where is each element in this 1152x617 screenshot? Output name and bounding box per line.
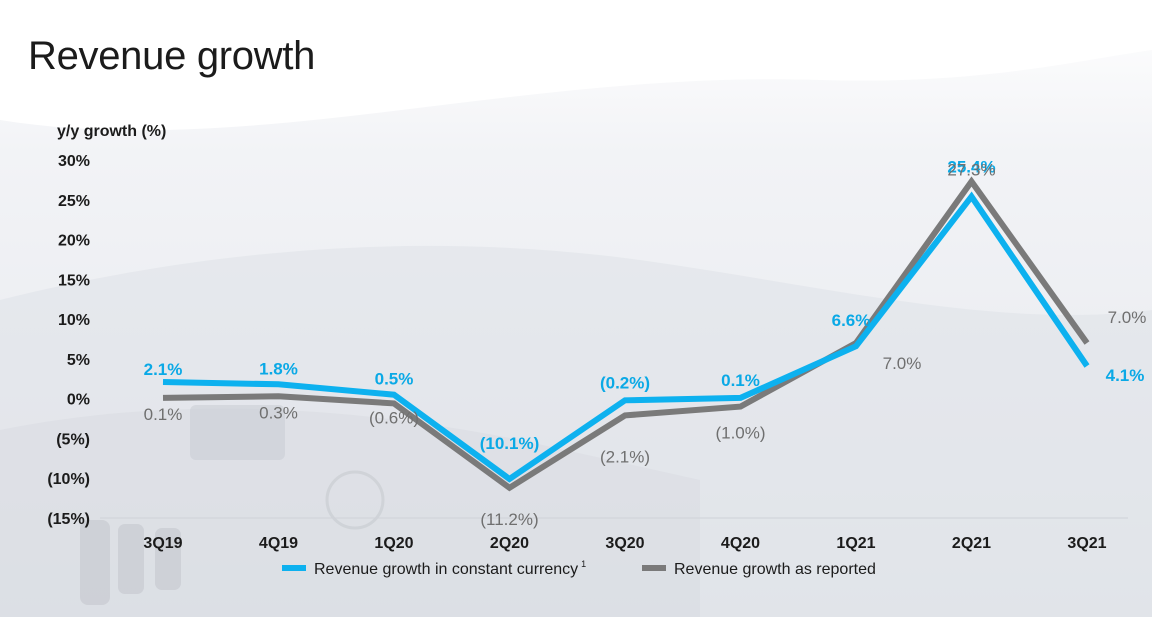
y-tick-label: 30%: [58, 153, 90, 170]
data-label-constant-currency: 2.1%: [144, 360, 183, 379]
y-tick-label: (10%): [47, 471, 90, 488]
data-label-as-reported: (11.2%): [480, 510, 538, 529]
x-tick-label: 2Q20: [490, 535, 529, 552]
y-tick-label: 20%: [58, 233, 90, 250]
x-tick-label: 4Q20: [721, 535, 760, 552]
data-label-as-reported: 27.3%: [947, 160, 995, 179]
y-tick-label: 15%: [58, 272, 90, 289]
data-label-as-reported: (1.0%): [715, 424, 765, 443]
data-label-as-reported: 7.0%: [883, 354, 922, 373]
data-label-constant-currency: 4.1%: [1106, 366, 1145, 385]
data-label-as-reported: (2.1%): [600, 447, 650, 466]
data-label-as-reported: 0.1%: [144, 405, 183, 424]
x-tick-label: 3Q19: [143, 535, 182, 552]
x-tick-label: 1Q20: [374, 535, 413, 552]
data-label-constant-currency: 25.4%: [947, 158, 995, 177]
legend-label-constant-currency: Revenue growth in constant currency 1: [314, 559, 586, 578]
data-label-constant-currency: 1.8%: [259, 359, 298, 378]
series-line-constant-currency: [162, 191, 1090, 483]
data-label-constant-currency: (10.1%): [480, 434, 540, 453]
y-tick-label: 10%: [58, 312, 90, 329]
y-tick-label: 0%: [67, 392, 90, 409]
data-label-as-reported: 0.3%: [259, 403, 298, 422]
y-tick-label: 25%: [58, 193, 90, 210]
data-label-as-reported: (0.6%): [369, 408, 419, 427]
y-tick-label: (15%): [47, 511, 90, 528]
page-title: Revenue growth: [28, 34, 316, 78]
data-label-constant-currency: 0.5%: [375, 370, 414, 389]
x-tick-label: 1Q21: [836, 535, 875, 552]
data-label-constant-currency: 6.6%: [832, 311, 871, 330]
x-tick-label: 2Q21: [952, 535, 991, 552]
x-tick-label: 4Q19: [259, 535, 298, 552]
legend-label-as-reported: Revenue growth as reported: [674, 561, 876, 578]
data-label-as-reported: 7.0%: [1108, 308, 1147, 327]
y-tick-label: (5%): [56, 431, 90, 448]
x-tick-label: 3Q20: [605, 535, 644, 552]
y-tick-label: 5%: [67, 352, 90, 369]
x-tick-label: 3Q21: [1067, 535, 1106, 552]
series-line-as-reported: [162, 176, 1090, 492]
legend-footnote-marker: 1: [581, 559, 586, 569]
data-label-constant-currency: (0.2%): [600, 373, 650, 392]
y-axis-label: y/y growth (%): [57, 123, 166, 140]
data-label-constant-currency: 0.1%: [721, 371, 760, 390]
